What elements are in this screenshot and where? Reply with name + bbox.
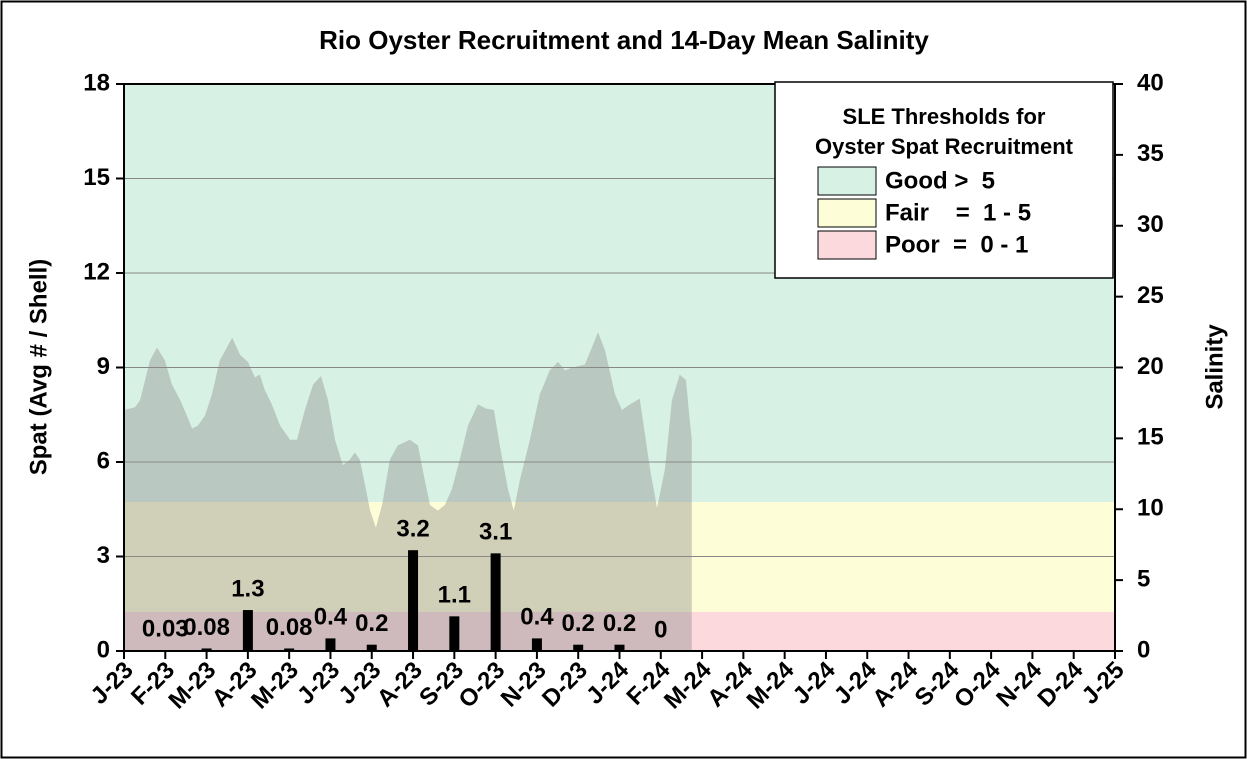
legend-label: Fair = 1 - 5 <box>885 199 1031 226</box>
data-label: 3.2 <box>396 516 429 543</box>
bar <box>408 550 419 651</box>
y-tick-label: 18 <box>83 69 110 96</box>
y2-axis-label: Salinity <box>1201 324 1228 410</box>
y2-tick-label: 10 <box>1137 495 1164 522</box>
bar <box>531 638 542 651</box>
data-label: 0.08 <box>266 614 313 641</box>
y2-tick-label: 5 <box>1137 565 1150 592</box>
data-label: 0.2 <box>603 610 636 637</box>
data-label: 0.4 <box>520 604 554 631</box>
data-label: 0.08 <box>183 614 230 641</box>
y-tick-label: 12 <box>83 258 110 285</box>
bar <box>242 610 253 651</box>
bar <box>366 644 377 651</box>
legend: SLE Thresholds for Oyster Spat Recruitmen… <box>774 81 1114 279</box>
y2-tick-label: 35 <box>1137 140 1164 167</box>
data-label: 3.1 <box>479 519 512 546</box>
legend-label: Poor = 0 - 1 <box>885 231 1028 258</box>
legend-swatch <box>817 166 877 196</box>
y-axis-label: Spat (Avg # / Shell) <box>25 259 52 475</box>
data-label: 0.2 <box>355 610 388 637</box>
y-tick-label: 6 <box>97 447 110 474</box>
y-tick-label: 0 <box>97 636 110 663</box>
bar <box>284 648 295 651</box>
bar <box>490 553 501 651</box>
bar <box>325 638 336 651</box>
y-tick-label: 15 <box>83 164 110 191</box>
threshold-band <box>124 611 1115 651</box>
y2-tick-label: 15 <box>1137 424 1164 451</box>
legend-label: Good > 5 <box>885 167 995 194</box>
data-label: 0.2 <box>562 610 595 637</box>
legend-swatch <box>817 230 877 260</box>
data-label: 0.4 <box>314 604 348 631</box>
y-tick-label: 9 <box>97 353 110 380</box>
legend-title: SLE Thresholds for Oyster Spat Recruitmen… <box>815 104 1074 159</box>
chart-title: Rio Oyster Recruitment and 14-Day Mean S… <box>319 25 929 55</box>
data-label: 0.03 <box>142 615 189 642</box>
bar <box>449 616 460 651</box>
bar <box>573 644 584 651</box>
data-label: 1.1 <box>438 582 471 609</box>
data-label: 0 <box>654 616 667 643</box>
y2-tick-label: 40 <box>1137 69 1164 96</box>
bar <box>201 648 212 651</box>
y2-tick-label: 25 <box>1137 282 1164 309</box>
y2-tick-label: 30 <box>1137 211 1164 238</box>
y2-tick-label: 0 <box>1137 636 1150 663</box>
bar <box>614 644 625 651</box>
legend-swatch <box>817 198 877 228</box>
y-tick-label: 3 <box>97 542 110 569</box>
y2-tick-label: 20 <box>1137 353 1164 380</box>
data-label: 1.3 <box>231 575 264 602</box>
salinity-area <box>124 332 692 651</box>
